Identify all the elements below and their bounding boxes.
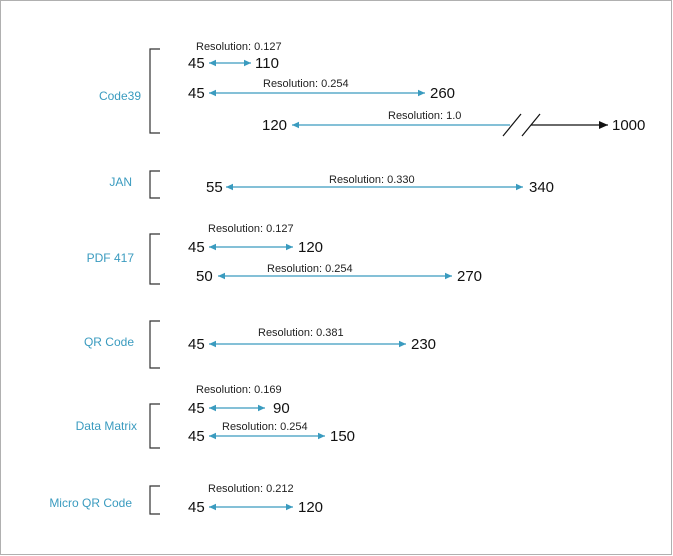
category-label-jan: JAN: [109, 175, 132, 189]
resolution-label: Resolution: 0.169: [196, 384, 282, 396]
range-max: 90: [273, 400, 290, 417]
category-label-micro-qr-code: Micro QR Code: [49, 496, 132, 510]
range-min: 55: [206, 179, 223, 196]
resolution-label: Resolution: 0.330: [329, 174, 415, 186]
range-max: 110: [255, 55, 279, 72]
range-min: 120: [262, 117, 287, 134]
axis-break-mark: [502, 113, 522, 137]
category-label-pdf417: PDF 417: [87, 251, 135, 265]
bracket-qr-code: [149, 320, 160, 369]
range-min: 45: [188, 239, 205, 256]
range-min: 45: [188, 499, 205, 516]
range-min: 45: [188, 400, 205, 417]
resolution-label: Resolution: 0.254: [263, 78, 349, 90]
category-label-data-matrix: Data Matrix: [76, 419, 137, 433]
resolution-label: Resolution: 1.0: [388, 110, 461, 122]
range-max: 260: [430, 85, 455, 102]
bracket-jan: [149, 170, 160, 199]
range-max: 270: [457, 268, 482, 285]
bracket-micro-qr-code: [149, 485, 160, 515]
bracket-code39: [149, 48, 160, 134]
resolution-label: Resolution: 0.254: [267, 263, 353, 275]
resolution-label: Resolution: 0.127: [196, 41, 282, 53]
resolution-label: Resolution: 0.127: [208, 223, 294, 235]
range-min: 45: [188, 55, 205, 72]
bracket-data-matrix: [149, 403, 160, 449]
range-max: 230: [411, 336, 436, 353]
range-min: 45: [188, 428, 205, 445]
range-max: 1000: [612, 117, 645, 134]
range-min: 45: [188, 336, 205, 353]
bracket-pdf417: [149, 233, 160, 285]
category-label-qr-code: QR Code: [84, 335, 134, 349]
range-min: 45: [188, 85, 205, 102]
resolution-label: Resolution: 0.254: [222, 421, 308, 433]
resolution-label: Resolution: 0.212: [208, 483, 294, 495]
range-min: 50: [196, 268, 213, 285]
range-max: 120: [298, 499, 323, 516]
range-max: 120: [298, 239, 323, 256]
resolution-label: Resolution: 0.381: [258, 327, 344, 339]
category-label-code39: Code39: [99, 89, 141, 103]
range-max: 340: [529, 179, 554, 196]
range-max: 150: [330, 428, 355, 445]
